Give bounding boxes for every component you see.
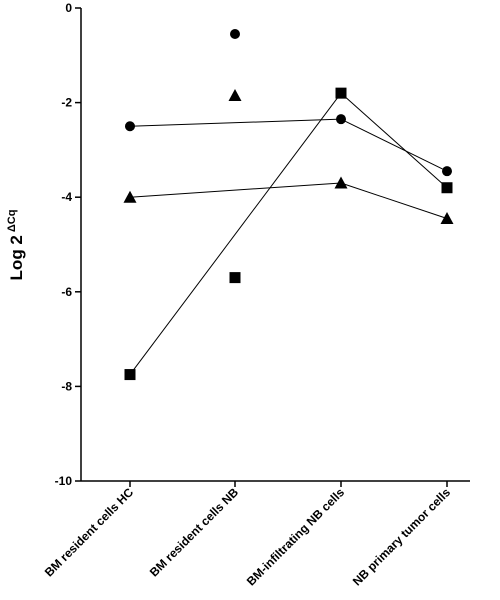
data-point-square bbox=[124, 369, 136, 381]
data-point-circle bbox=[442, 166, 452, 177]
series-line-square bbox=[340, 92, 448, 189]
data-point-square bbox=[335, 87, 347, 99]
series-line-triangle bbox=[340, 182, 448, 219]
y-axis-label: Log 2ΔCq bbox=[6, 210, 26, 281]
series-line-circle bbox=[340, 118, 448, 172]
data-point-triangle bbox=[228, 89, 242, 102]
x-tick-label: BM resident cells HC bbox=[42, 485, 137, 580]
data-point-triangle bbox=[440, 211, 454, 224]
x-tick-label: BM-infiltrating NB cells bbox=[244, 485, 347, 588]
x-tick-label: BM resident cells NB bbox=[147, 485, 242, 580]
data-point-circle bbox=[125, 121, 135, 132]
data-point-circle bbox=[230, 29, 240, 40]
series-line-triangle bbox=[129, 182, 342, 198]
y-axis-label-superscript: ΔCq bbox=[6, 210, 18, 233]
y-tick-label: -10 bbox=[55, 474, 73, 488]
series-lines bbox=[129, 92, 448, 375]
x-tick-label: NB primary tumor cells bbox=[350, 485, 453, 588]
y-tick-label: -8 bbox=[61, 379, 72, 393]
y-tick-label: 0 bbox=[65, 1, 72, 15]
data-point-circle bbox=[336, 114, 346, 125]
data-point-triangle bbox=[334, 176, 348, 189]
data-point-square bbox=[229, 272, 241, 284]
series-line-circle bbox=[129, 118, 342, 127]
data-point-square bbox=[441, 182, 453, 194]
series-line-square bbox=[129, 92, 342, 375]
data-points bbox=[123, 29, 454, 381]
y-tick-label: -2 bbox=[61, 96, 72, 110]
data-point-triangle bbox=[123, 190, 137, 203]
y-tick-label: -6 bbox=[61, 285, 72, 299]
y-tick-label: -4 bbox=[61, 190, 72, 204]
